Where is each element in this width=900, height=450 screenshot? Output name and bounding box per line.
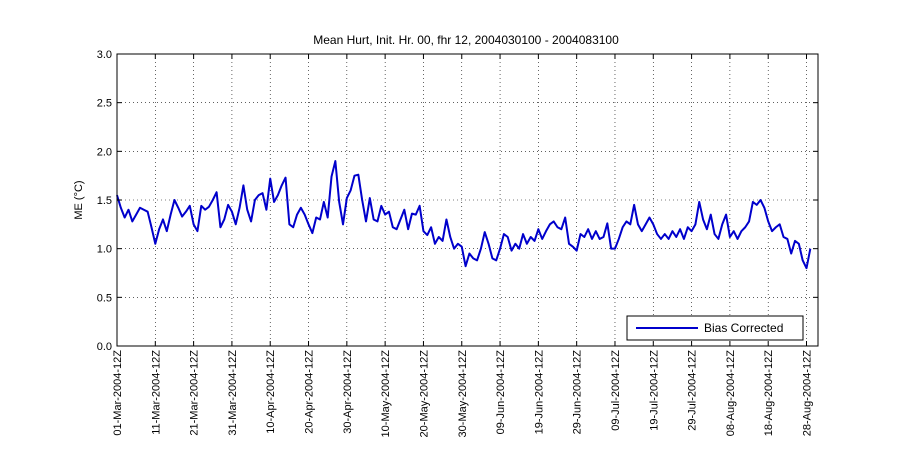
x-tick-label: 08-Aug-2004-12Z: [725, 350, 737, 437]
x-tick-label: 09-Jun-2004-12Z: [495, 350, 507, 435]
y-tick-label: 1.5: [97, 195, 112, 207]
x-tick-label: 31-Mar-2004-12Z: [227, 350, 239, 436]
y-tick-label: 0.0: [97, 341, 112, 353]
x-tick-label: 10-May-2004-12Z: [380, 350, 392, 438]
series-layer: [116, 160, 812, 270]
y-axis: 0.0 0.5 1.0 1.5 2.0 2.5 3.0: [97, 49, 818, 353]
x-axis: 01-Mar-2004-12Z 11-Mar-2004-12Z 21-Mar-200…: [112, 54, 814, 437]
x-tick-label: 09-Jul-2004-12Z: [610, 350, 622, 431]
x-tick-label: 29-Jun-2004-12Z: [572, 350, 584, 435]
y-tick-label: 2.5: [97, 98, 112, 110]
chart-title: Mean Hurt, Init. Hr. 00, fhr 12, 2004030…: [313, 33, 619, 47]
x-tick-label: 20-May-2004-12Z: [418, 350, 430, 438]
x-tick-label: 29-Jul-2004-12Z: [687, 350, 699, 431]
plot-area: [117, 54, 818, 346]
grid: [117, 54, 818, 346]
x-tick-label: 10-Apr-2004-12Z: [265, 350, 277, 434]
x-tick-label: 19-Jun-2004-12Z: [533, 350, 545, 435]
x-tick-label: 30-Apr-2004-12Z: [342, 350, 354, 434]
x-tick-label: 20-Apr-2004-12Z: [304, 350, 316, 434]
y-tick-label: 1.0: [97, 244, 112, 256]
y-tick-label: 3.0: [97, 49, 112, 61]
x-tick-label: 28-Aug-2004-12Z: [802, 350, 814, 437]
y-axis-label: ME (°C): [73, 180, 85, 219]
x-tick-label: 01-Mar-2004-12Z: [112, 350, 124, 436]
series-line-0: [116, 160, 812, 270]
x-tick-label: 18-Aug-2004-12Z: [763, 350, 775, 437]
x-tick-label: 19-Jul-2004-12Z: [648, 350, 660, 431]
x-tick-label: 30-May-2004-12Z: [457, 350, 469, 438]
x-tick-label: 11-Mar-2004-12Z: [150, 350, 162, 435]
x-tick-label: 21-Mar-2004-12Z: [189, 350, 201, 436]
legend-label-bias-corrected: Bias Corrected: [704, 321, 783, 335]
y-tick-label: 2.0: [97, 146, 112, 158]
y-tick-label: 0.5: [97, 292, 112, 304]
legend: Bias Corrected: [626, 315, 804, 341]
